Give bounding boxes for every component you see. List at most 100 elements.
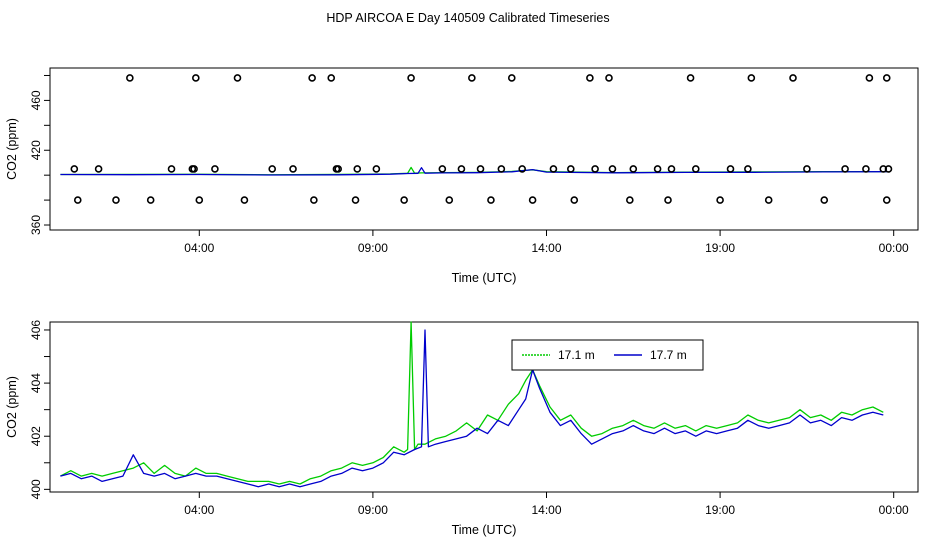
calibration-point xyxy=(353,165,362,173)
bottom-x-axis: 04:00 09:00 14:00 19:00 00:00 xyxy=(184,492,909,517)
calibration-point xyxy=(327,74,336,82)
calibration-point xyxy=(528,196,537,204)
top-y-tick-label: 460 xyxy=(29,90,43,110)
calibration-point xyxy=(865,74,874,82)
calibration-point xyxy=(126,74,134,82)
calibration-point xyxy=(289,165,297,173)
calibration-point xyxy=(667,165,676,173)
top-y-tick-label: 420 xyxy=(29,140,43,160)
bottom-x-tick-label: 04:00 xyxy=(184,503,214,517)
calibration-point xyxy=(841,165,849,173)
bottom-y-tick-label: 400 xyxy=(29,479,43,499)
figure-title: HDP AIRCOA E Day 140509 Calibrated Times… xyxy=(326,11,609,25)
calibration-point xyxy=(190,165,198,173)
calibration-point xyxy=(686,74,695,82)
calibration-point xyxy=(608,165,617,173)
bottom-series-line-blue xyxy=(60,329,884,488)
calibration-point xyxy=(764,196,773,204)
top-y-tick-label: 360 xyxy=(29,215,43,235)
calibration-point xyxy=(497,165,506,173)
calibration-point xyxy=(549,165,558,173)
calibration-point xyxy=(211,165,219,173)
calibration-point xyxy=(308,74,316,82)
top-x-tick-label: 19:00 xyxy=(705,241,735,255)
calibration-point xyxy=(789,74,797,82)
calibration-point xyxy=(407,74,415,82)
top-series-line-green xyxy=(60,166,887,176)
calibration-point xyxy=(468,74,476,82)
calibration-point xyxy=(862,165,870,173)
calibration-point xyxy=(884,165,893,173)
calibration-point xyxy=(820,196,829,204)
calibration-point xyxy=(653,165,662,173)
calibration-point xyxy=(716,196,724,204)
calibration-point xyxy=(691,165,700,173)
bottom-y-tick-label: 406 xyxy=(29,320,43,340)
calibration-point xyxy=(626,196,634,204)
calibration-point xyxy=(372,165,381,173)
calibration-point xyxy=(507,74,516,82)
bottom-x-tick-label: 00:00 xyxy=(879,503,909,517)
calibration-point xyxy=(629,165,638,173)
calibration-point xyxy=(586,74,594,82)
bottom-series-group xyxy=(60,321,884,488)
calibration-point xyxy=(664,196,672,204)
calibration-point xyxy=(605,74,613,82)
calibration-point xyxy=(747,74,756,82)
bottom-y-axis: 400 402 404 406 xyxy=(29,320,50,499)
calibration-point xyxy=(195,196,204,204)
calibration-point xyxy=(882,196,891,204)
calibration-point xyxy=(70,165,79,173)
calibration-point xyxy=(167,165,176,173)
calibration-point xyxy=(334,165,342,173)
top-panel: 360 420 460 04:00 09:00 14:00 19:00 00:00 Time… xyxy=(5,67,919,285)
top-x-axis-label: Time (UTC) xyxy=(452,271,517,285)
top-x-tick-label: 14:00 xyxy=(531,241,561,255)
top-plot-frame xyxy=(49,67,919,231)
top-x-tick-label: 04:00 xyxy=(184,241,214,255)
bottom-x-tick-label: 14:00 xyxy=(531,503,561,517)
bottom-legend: 17.1 m 17.7 m xyxy=(511,339,704,371)
legend-entry-label: 17.1 m xyxy=(558,348,595,362)
calibration-point xyxy=(570,196,579,204)
top-x-axis: 04:00 09:00 14:00 19:00 00:00 xyxy=(184,230,909,255)
top-y-axis-label: CO2 (ppm) xyxy=(5,118,19,180)
calibration-point xyxy=(310,196,318,204)
bottom-plot-frame xyxy=(49,321,919,493)
top-series-line-blue xyxy=(60,167,887,176)
calibration-point xyxy=(351,196,360,204)
top-x-tick-label: 00:00 xyxy=(879,241,909,255)
bottom-series-line-green xyxy=(60,321,884,485)
calibration-point xyxy=(591,165,599,173)
bottom-y-axis-label: CO2 (ppm) xyxy=(5,376,19,438)
calibration-point xyxy=(112,196,120,204)
bottom-x-tick-label: 09:00 xyxy=(358,503,388,517)
calibration-point xyxy=(146,196,155,204)
bottom-y-tick-label: 404 xyxy=(29,373,43,393)
bottom-x-axis-label: Time (UTC) xyxy=(452,523,517,537)
calibration-point xyxy=(438,165,447,173)
top-y-axis: 360 420 460 xyxy=(29,74,50,235)
calibration-point xyxy=(94,165,103,173)
calibration-point xyxy=(803,165,811,173)
calibration-point xyxy=(240,196,249,204)
calibration-point xyxy=(457,165,466,173)
calibration-point xyxy=(73,196,82,204)
bottom-x-tick-label: 19:00 xyxy=(705,503,735,517)
calibration-point xyxy=(233,74,242,82)
top-points-group xyxy=(70,74,893,204)
calibration-point xyxy=(476,165,485,173)
calibration-point xyxy=(487,196,495,204)
legend-entry-label: 17.7 m xyxy=(650,348,687,362)
calibration-point xyxy=(882,74,891,82)
calibration-point xyxy=(400,196,408,204)
calibration-point xyxy=(268,165,277,173)
bottom-y-tick-label: 402 xyxy=(29,426,43,446)
calibration-point xyxy=(566,165,575,173)
calibration-point xyxy=(192,74,200,82)
top-x-tick-label: 09:00 xyxy=(358,241,388,255)
calibration-point xyxy=(445,196,454,204)
calibration-point xyxy=(726,165,735,173)
top-series-group xyxy=(60,166,887,176)
